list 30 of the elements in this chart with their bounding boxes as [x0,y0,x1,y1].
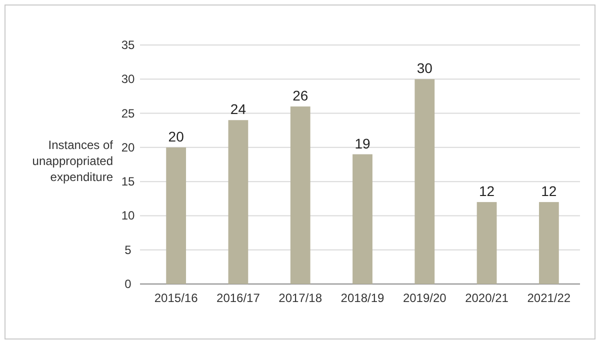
bar [290,106,310,284]
x-tick-label: 2016/17 [216,291,260,305]
bar [538,202,559,284]
data-label: 20 [168,128,184,144]
x-tick-label: 2020/21 [465,291,509,305]
bar [166,147,186,284]
bar [414,79,435,284]
x-tick-label: 2017/18 [278,291,322,305]
y-tick-label: 20 [121,140,135,154]
x-tick-label: 2021/22 [527,291,571,305]
y-tick-label: 5 [124,242,132,257]
data-label: 19 [354,135,370,152]
data-label: 26 [292,87,308,104]
data-label: 24 [230,101,246,118]
y-tick-label: 0 [124,277,132,291]
bar [476,202,497,284]
y-tick-label: 35 [121,38,135,52]
bar [228,120,248,284]
y-tick-label: 25 [121,106,135,120]
data-label: 30 [416,60,433,76]
data-label: 12 [478,183,495,200]
data-label: 12 [541,183,557,200]
y-tick-label: 30 [121,72,135,86]
bar [352,154,372,284]
y-axis-title: Instances of unappropriated expenditure [32,138,114,184]
y-tick-label: 10 [121,208,135,223]
y-tick-label: 15 [121,174,135,189]
x-tick-label: 2015/16 [154,291,198,305]
x-tick-label: 2018/19 [340,291,385,305]
x-tick-label: 2019/20 [402,291,447,305]
